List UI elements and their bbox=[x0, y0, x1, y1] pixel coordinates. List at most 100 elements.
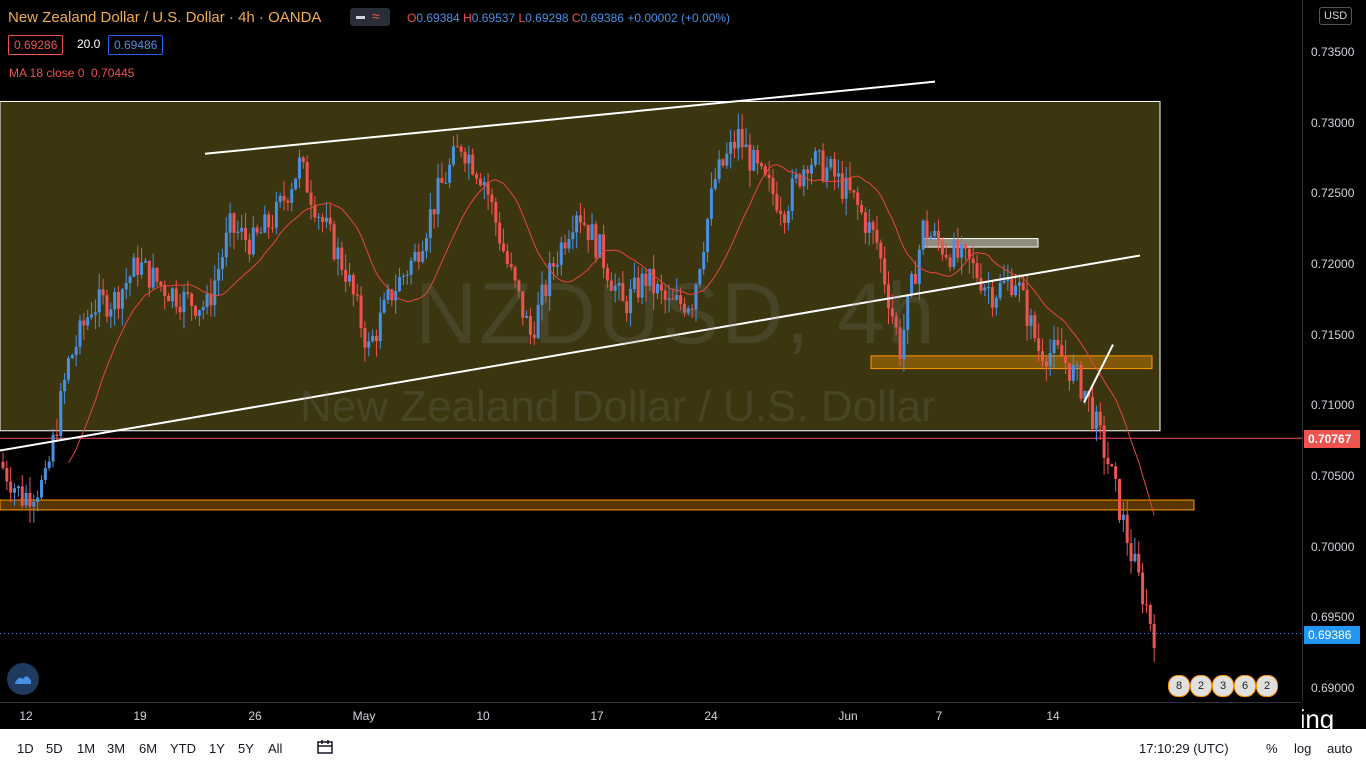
candle-up bbox=[1029, 315, 1033, 326]
clock-time[interactable]: 17:10:29 (UTC) bbox=[1139, 741, 1229, 756]
candle-up bbox=[844, 177, 848, 199]
candle-up bbox=[66, 358, 70, 380]
candle-up bbox=[409, 260, 413, 275]
event-badge[interactable]: 6 bbox=[1234, 675, 1256, 697]
range-6m[interactable]: 6M bbox=[139, 741, 158, 756]
candle-up bbox=[794, 174, 798, 179]
candle-down bbox=[486, 181, 490, 195]
candle-up bbox=[51, 434, 55, 462]
chart-pane[interactable]: NZDUSD, 4h New Zealand Dollar / U.S. Dol… bbox=[0, 0, 1334, 734]
date-range-icon[interactable] bbox=[317, 740, 333, 754]
candle-up bbox=[290, 189, 294, 203]
candle-down bbox=[636, 277, 640, 298]
candle-down bbox=[209, 293, 213, 306]
candle-down bbox=[309, 192, 313, 205]
candle-down bbox=[1025, 289, 1029, 326]
candle-up bbox=[1083, 390, 1087, 399]
event-badge[interactable]: 2 bbox=[1256, 675, 1278, 697]
candle-up bbox=[278, 196, 282, 202]
candle-up bbox=[448, 164, 452, 183]
indicator-legend[interactable]: MA 18 close 0 0.70445 bbox=[9, 66, 135, 80]
event-badge[interactable]: 8 bbox=[1168, 675, 1190, 697]
range-1m[interactable]: 1M bbox=[77, 741, 96, 756]
candle-down bbox=[136, 257, 140, 275]
symbol-title[interactable]: New Zealand Dollar / U.S. Dollar · 4h · … bbox=[8, 9, 322, 26]
minus-icon bbox=[356, 16, 365, 19]
candle-up bbox=[1071, 365, 1075, 381]
time-tick-label: 26 bbox=[248, 709, 262, 723]
candle-up bbox=[994, 297, 998, 308]
price-chart[interactable] bbox=[0, 0, 1302, 702]
candle-up bbox=[902, 329, 906, 359]
candle-up bbox=[120, 289, 124, 309]
candle-down bbox=[344, 269, 348, 282]
range-1d[interactable]: 1D bbox=[17, 741, 34, 756]
candle-up bbox=[829, 159, 833, 168]
auto-toggle[interactable]: auto bbox=[1327, 741, 1353, 756]
event-badge[interactable]: 3 bbox=[1212, 675, 1234, 697]
candle-up bbox=[810, 164, 813, 174]
candle-down bbox=[432, 209, 436, 215]
candle-down bbox=[898, 327, 902, 359]
candle-up bbox=[109, 309, 113, 317]
candle-down bbox=[1106, 457, 1110, 465]
candle-up bbox=[482, 181, 486, 186]
candle-up bbox=[929, 236, 933, 239]
range-all[interactable]: All bbox=[268, 741, 283, 756]
currency-button[interactable]: USD bbox=[1319, 7, 1353, 25]
candle-up bbox=[113, 291, 117, 310]
log-toggle[interactable]: log bbox=[1294, 741, 1312, 756]
candle-down bbox=[563, 242, 567, 249]
candle-up bbox=[632, 277, 636, 289]
range-5d[interactable]: 5D bbox=[46, 741, 63, 756]
candle-up bbox=[686, 308, 690, 313]
candle-up bbox=[197, 310, 201, 316]
candle-down bbox=[890, 308, 894, 317]
candle-down bbox=[359, 295, 363, 329]
range-1y[interactable]: 1Y bbox=[209, 741, 225, 756]
candle-down bbox=[887, 284, 890, 309]
range-ytd[interactable]: YTD bbox=[170, 741, 196, 756]
candle-up bbox=[336, 247, 340, 260]
range-3m[interactable]: 3M bbox=[107, 741, 126, 756]
candle-down bbox=[502, 243, 505, 252]
candle-up bbox=[629, 288, 633, 314]
price-tick-label: 0.72500 bbox=[1311, 186, 1355, 201]
candle-up bbox=[93, 312, 97, 315]
candle-up bbox=[667, 298, 671, 300]
candle-down bbox=[1125, 514, 1129, 544]
event-badge[interactable]: 2 bbox=[1190, 675, 1212, 697]
legend-eye-toggle[interactable]: ≈ bbox=[350, 8, 390, 26]
range-zone bbox=[0, 100, 1161, 432]
candle-up bbox=[613, 285, 617, 291]
candle-up bbox=[467, 154, 471, 164]
price-axis[interactable]: USD 0.73500 0.73000 0.72500 0.72000 0.71500 0… bbox=[1302, 0, 1366, 702]
candle-down bbox=[979, 278, 983, 291]
candle-down bbox=[1060, 345, 1064, 356]
candle-up bbox=[228, 213, 232, 233]
candle-down bbox=[247, 239, 251, 255]
sell-button[interactable]: 0.69286 bbox=[8, 35, 64, 55]
range-5y[interactable]: 5Y bbox=[238, 741, 254, 756]
buy-button[interactable]: 0.69486 bbox=[108, 35, 164, 55]
percent-toggle[interactable]: % bbox=[1266, 741, 1278, 756]
candle-down bbox=[163, 285, 167, 296]
candle-up bbox=[952, 240, 956, 267]
time-axis[interactable]: 12 19 26 May 10 17 24 Jun 7 14 bbox=[0, 702, 1302, 729]
logo-icon[interactable] bbox=[7, 663, 39, 695]
price-tick-label: 0.69000 bbox=[1311, 681, 1355, 695]
candle-up bbox=[386, 289, 390, 300]
candle-down bbox=[105, 295, 109, 317]
candle-down bbox=[1044, 361, 1048, 367]
price-tick-label: 0.72000 bbox=[1311, 257, 1355, 271]
candle-up bbox=[998, 282, 1002, 298]
candle-down bbox=[913, 273, 917, 284]
time-tick-label: 19 bbox=[133, 709, 147, 723]
candle-down bbox=[305, 162, 309, 193]
short-trendline bbox=[1083, 344, 1114, 403]
candle-up bbox=[97, 289, 101, 313]
candle-up bbox=[1052, 339, 1056, 354]
candle-down bbox=[852, 190, 856, 193]
candle-down bbox=[509, 264, 513, 268]
bottom-toolbar: 1D 5D 1M 3M 6M YTD 1Y 5Y All 17:10:29 (U… bbox=[0, 729, 1366, 768]
